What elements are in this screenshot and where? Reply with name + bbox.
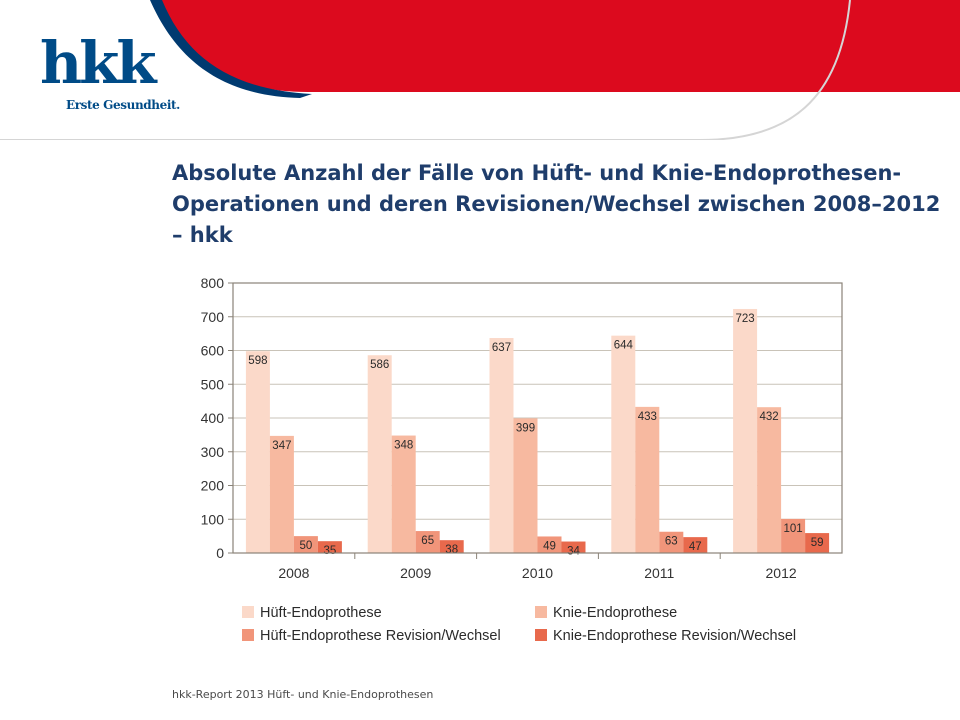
bar-2012-3 [781,518,806,553]
header-blue-swoosh [150,0,312,98]
header-red-band [158,0,960,92]
header-background [0,0,960,140]
y-tick-label: 400 [201,410,225,426]
data-label: 63 [665,536,678,548]
bar-2011-2 [635,406,660,553]
data-label: 723 [736,313,755,325]
y-tick-label: 200 [201,478,225,494]
bar-2012-1 [733,308,758,553]
bar-2010-2 [513,418,538,553]
chart-legend: Hüft-Endoprothese Knie-Endoprothese Hüft-E… [242,605,796,644]
footer-text: hkk-Report 2013 Hüft- und Knie-Endoproth… [172,688,434,701]
bar-2009-1 [367,355,392,553]
chart-data-labels: 598 347 50 35 586 348 65 38 637 399 49 34 644 433 63 47… [248,313,823,558]
bar-2011-3 [659,531,684,553]
bar-2012-2 [757,407,782,553]
data-label: 49 [543,540,556,552]
data-label: 347 [272,440,291,452]
y-tick-label: 800 [201,275,225,291]
data-label: 35 [324,545,337,557]
chart-bars [245,308,830,553]
bar-chart: 598 347 50 35 586 348 65 38 637 399 49 34 644 433 63 47… [201,275,843,644]
y-tick-label: 700 [201,309,225,325]
data-label: 50 [300,540,313,552]
data-label: 65 [421,535,434,547]
bar-2009-3 [415,531,440,553]
x-tick-label: 2010 [522,565,553,581]
y-tick-label: 600 [201,343,225,359]
x-tick-label: 2011 [644,565,674,581]
bar-2010-3 [537,536,562,553]
data-label: 38 [445,544,458,556]
plot-frame [232,282,843,554]
y-tick-label: 500 [201,376,225,392]
legend-item-3: Hüft-Endoprothese Revision/Wechsel [242,628,501,644]
legend-label: Hüft-Endoprothese Revision/Wechsel [260,628,501,644]
bar-2008-2 [269,435,294,553]
x-tick-label: 2009 [400,565,431,581]
legend-label: Hüft-Endoprothese [260,605,382,621]
data-label: 101 [784,523,803,535]
legend-swatch [242,629,254,641]
chart-axes: 0 100 200 300 400 500 600 700 800 2008 2009 2010 201… [201,275,843,581]
data-label: 399 [516,422,535,434]
bar-2008-3 [293,536,318,553]
data-label: 47 [689,541,702,553]
bar-2011-1 [611,335,636,553]
data-label: 644 [614,340,634,352]
data-label: 432 [760,411,779,423]
data-label: 59 [811,537,824,549]
legend-item-1: Hüft-Endoprothese [242,605,382,621]
bar-2010-1 [489,338,514,553]
y-tick-label: 300 [201,444,225,460]
bar-2008-4 [317,541,342,553]
header-grey-curve [0,0,851,140]
legend-label: Knie-Endoprothese [553,605,677,621]
y-tick-label: 0 [216,545,224,561]
page-title: Absolute Anzahl der Fälle von Hüft- und … [172,161,941,247]
legend-swatch [535,606,547,618]
bar-2011-4 [683,537,708,553]
bar-2009-4 [439,540,464,553]
data-label: 598 [248,355,267,367]
legend-swatch [242,606,254,618]
legend-item-4: Knie-Endoprothese Revision/Wechsel [535,628,796,644]
logo-wordmark: hkk [40,29,157,97]
bar-2009-2 [391,435,416,553]
data-label: 34 [567,546,580,558]
data-label: 586 [370,359,389,371]
logo-tagline: Erste Gesundheit. [66,98,180,112]
data-label: 433 [638,411,657,423]
data-label: 348 [394,440,413,452]
legend-item-2: Knie-Endoprothese [535,605,677,621]
x-tick-label: 2012 [766,565,797,581]
data-label: 637 [492,342,511,354]
hkk-logo: hkk Erste Gesundheit. [40,28,180,118]
bar-2008-1 [245,351,270,553]
bar-2010-4 [561,541,586,553]
y-tick-label: 100 [201,511,225,527]
bar-2012-4 [805,533,830,553]
x-tick-label: 2008 [278,565,309,581]
legend-swatch [535,629,547,641]
legend-label: Knie-Endoprothese Revision/Wechsel [553,628,796,644]
